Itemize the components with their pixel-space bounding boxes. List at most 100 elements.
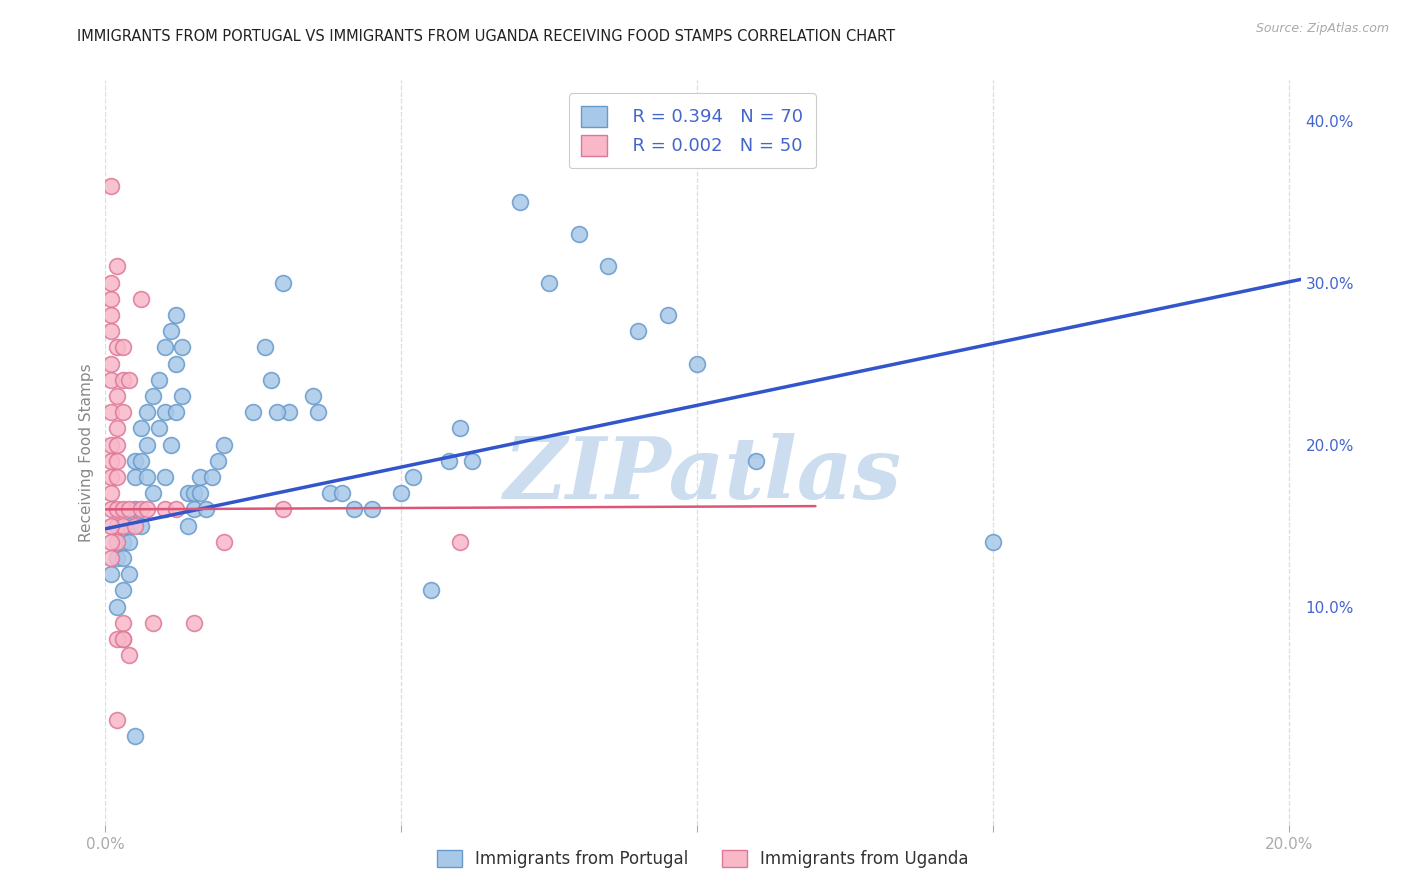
Point [402, 470, 425, 484]
Point [118, 373, 141, 387]
Point [212, 437, 235, 451]
Point [172, 389, 194, 403]
Point [100, 373, 122, 387]
Point [105, 518, 128, 533]
Point [142, 389, 165, 403]
Point [277, 405, 299, 419]
Point [271, 276, 294, 290]
Point [165, 502, 187, 516]
Point [148, 421, 170, 435]
Point [124, 729, 146, 743]
Point [188, 486, 211, 500]
Point [461, 454, 484, 468]
Point [301, 389, 323, 403]
Point [100, 534, 122, 549]
Point [260, 373, 283, 387]
Point [124, 518, 146, 533]
Point [105, 502, 128, 516]
Point [129, 518, 152, 533]
Point [271, 502, 294, 516]
Point [165, 357, 187, 371]
Point [100, 470, 122, 484]
Point [100, 502, 122, 516]
Point [105, 534, 128, 549]
Point [100, 437, 122, 451]
Point [177, 518, 200, 533]
Point [118, 534, 141, 549]
Point [100, 405, 122, 419]
Point [129, 292, 152, 306]
Point [201, 470, 224, 484]
Point [153, 341, 176, 355]
Point [598, 260, 620, 274]
Point [105, 421, 128, 435]
Point [105, 550, 128, 565]
Point [142, 615, 165, 630]
Point [509, 194, 531, 209]
Point [135, 437, 157, 451]
Point [112, 405, 135, 419]
Point [153, 405, 176, 419]
Point [118, 567, 141, 582]
Legend:   R = 0.394   N = 70,   R = 0.002   N = 50: R = 0.394 N = 70, R = 0.002 N = 50 [568, 93, 815, 169]
Point [118, 502, 141, 516]
Text: Source: ZipAtlas.com: Source: ZipAtlas.com [1256, 22, 1389, 36]
Point [105, 454, 128, 468]
Point [195, 502, 218, 516]
Point [627, 324, 650, 338]
Point [124, 502, 146, 516]
Point [100, 518, 122, 533]
Point [686, 357, 709, 371]
Text: IMMIGRANTS FROM PORTUGAL VS IMMIGRANTS FROM UGANDA RECEIVING FOOD STAMPS CORRELA: IMMIGRANTS FROM PORTUGAL VS IMMIGRANTS F… [77, 29, 896, 44]
Point [153, 470, 176, 484]
Point [183, 486, 205, 500]
Point [100, 550, 122, 565]
Point [159, 437, 181, 451]
Point [100, 308, 122, 322]
Point [129, 502, 152, 516]
Point [100, 324, 122, 338]
Point [100, 486, 122, 500]
Point [100, 178, 122, 193]
Point [165, 308, 187, 322]
Point [437, 454, 460, 468]
Point [135, 470, 157, 484]
Point [419, 583, 441, 598]
Point [242, 405, 264, 419]
Point [135, 405, 157, 419]
Point [165, 405, 187, 419]
Point [105, 341, 128, 355]
Point [118, 518, 141, 533]
Point [177, 486, 200, 500]
Point [105, 632, 128, 646]
Point [105, 713, 128, 727]
Point [148, 373, 170, 387]
Point [360, 502, 382, 516]
Point [183, 615, 205, 630]
Point [105, 260, 128, 274]
Point [449, 421, 471, 435]
Point [745, 454, 768, 468]
Text: ZIPatlas: ZIPatlas [503, 434, 903, 516]
Point [568, 227, 591, 241]
Point [307, 405, 329, 419]
Point [124, 470, 146, 484]
Point [100, 357, 122, 371]
Point [981, 534, 1004, 549]
Point [112, 583, 135, 598]
Point [142, 486, 165, 500]
Point [135, 502, 157, 516]
Point [212, 534, 235, 549]
Point [129, 421, 152, 435]
Point [657, 308, 679, 322]
Y-axis label: Receiving Food Stamps: Receiving Food Stamps [79, 363, 94, 542]
Point [112, 341, 135, 355]
Point [100, 276, 122, 290]
Point [124, 454, 146, 468]
Point [118, 648, 141, 662]
Point [112, 502, 135, 516]
Point [100, 292, 122, 306]
Point [112, 632, 135, 646]
Point [100, 454, 122, 468]
Point [105, 599, 128, 614]
